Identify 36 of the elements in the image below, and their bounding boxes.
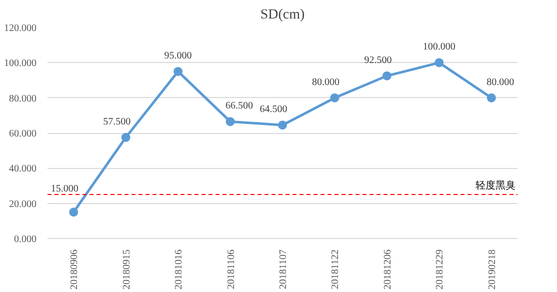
x-tick-label: 20181107 [278,249,289,290]
y-tick-label: 80.000 [9,93,36,104]
point [278,120,287,130]
x-tick-label: 20190218 [486,250,498,290]
y-tick-label: 40.000 [9,164,36,175]
data-label: 95.000 [164,50,192,62]
ref-line-label: 轻度黑臭 [476,180,516,192]
y-tick-label: 0.000 [14,234,36,245]
data-label: 80.000 [312,76,340,88]
data-label: 80.000 [486,76,514,88]
x-tick-label: 20181122 [330,249,342,290]
point [434,58,444,68]
point [226,117,235,126]
x-tick-label: 20181016 [174,250,185,290]
y-tick-label: 20.000 [9,198,36,210]
data-label: 64.500 [260,104,288,116]
point [121,132,130,142]
chart-title: SD(cm) [260,8,305,22]
data-label: 15.000 [50,184,78,195]
y-tick-label: 120.000 [4,23,36,34]
x-tick-label: 20181206 [382,250,394,290]
data-label: 100.000 [422,42,456,53]
point [486,93,496,102]
point [330,93,340,102]
y-tick-label: 60.000 [9,128,36,140]
x-tick-label: 20181229 [434,250,446,290]
x-tick-label: 20181106 [226,249,237,290]
x-tick-label: 20180906 [69,250,80,290]
point [174,66,183,76]
point [69,208,78,217]
y-tick-label: 100.000 [4,58,36,70]
data-label: 92.500 [364,54,392,66]
x-tick-label: 20180915 [121,250,132,290]
data-label: 57.500 [103,116,131,128]
data-label: 66.500 [226,100,254,112]
point [382,71,392,80]
